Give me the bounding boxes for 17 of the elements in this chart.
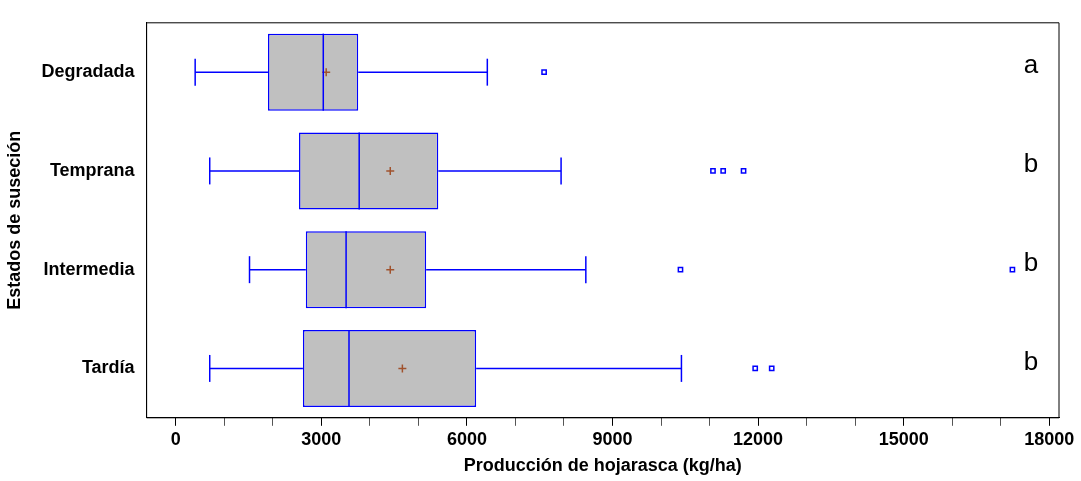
y-tick-label: Degradada xyxy=(41,61,136,82)
annotation: b xyxy=(1023,148,1039,179)
x-tick-label: 18000 xyxy=(1024,428,1075,449)
x-tick-label: 0 xyxy=(170,428,181,449)
x-tick-label: 15000 xyxy=(878,428,929,449)
y-tick-label: Tardía xyxy=(81,357,136,378)
y-axis-title: Estados de suseción xyxy=(3,130,24,310)
x-tick-label: 12000 xyxy=(733,428,784,449)
annotation: a xyxy=(1023,49,1039,80)
x-axis-title: Producción de hojarasca (kg/ha) xyxy=(463,455,742,476)
annotation: b xyxy=(1023,246,1039,277)
x-tick-label: 9000 xyxy=(592,428,633,449)
x-tick-label: 6000 xyxy=(446,428,487,449)
x-tick-label: 3000 xyxy=(301,428,342,449)
y-tick-label: Intermedia xyxy=(43,258,136,279)
annotation: b xyxy=(1023,345,1039,376)
y-tick-label: Temprana xyxy=(49,159,136,180)
